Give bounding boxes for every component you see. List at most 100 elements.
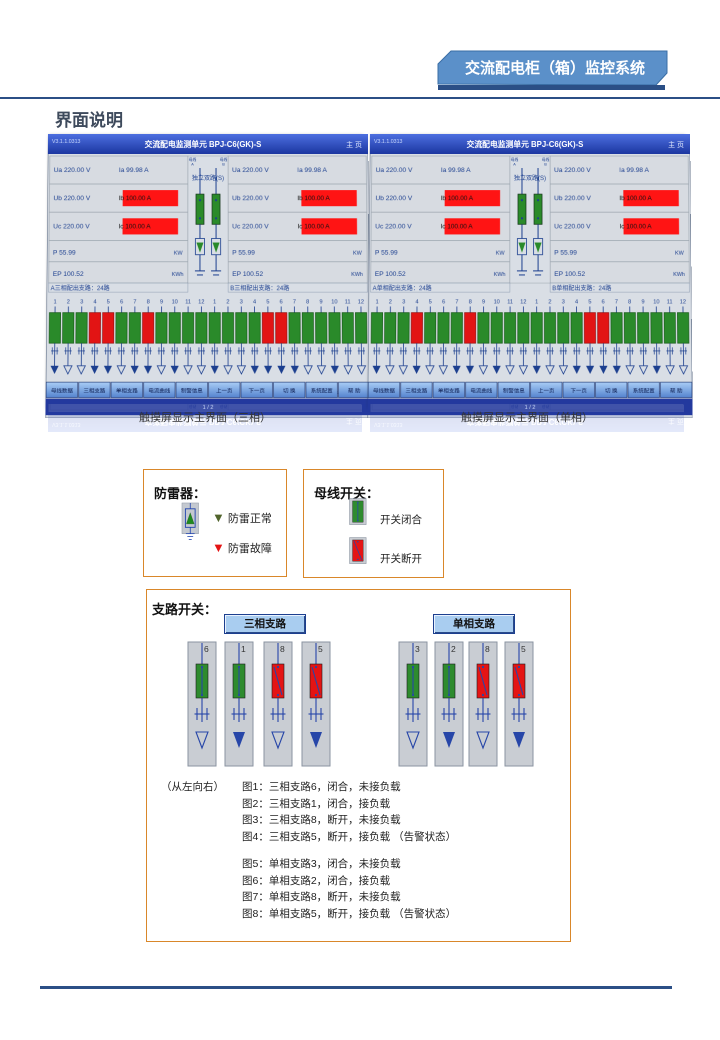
svg-text:Ia 99.98 A: Ia 99.98 A (441, 167, 471, 174)
svg-text:KW: KW (353, 251, 363, 257)
svg-text:KWh: KWh (494, 272, 506, 278)
svg-text:5: 5 (107, 299, 110, 305)
svg-text:6: 6 (280, 299, 283, 305)
svg-text:10: 10 (494, 299, 500, 305)
svg-text:6: 6 (120, 299, 123, 305)
svg-text:主 页: 主 页 (346, 140, 362, 149)
svg-text:P 55.99: P 55.99 (232, 250, 255, 257)
svg-text:Ub 220.00 V: Ub 220.00 V (554, 195, 591, 202)
svg-text:3: 3 (402, 299, 405, 305)
svg-text:Ic 100.00 A: Ic 100.00 A (441, 224, 474, 231)
svg-text:4: 4 (575, 299, 578, 305)
svg-text:Ic 100.00 A: Ic 100.00 A (119, 224, 152, 231)
svg-text:母线: 母线 (189, 157, 197, 162)
svg-text:4: 4 (93, 299, 96, 305)
svg-text:切 换: 切 换 (283, 386, 296, 394)
svg-text:系统配置: 系统配置 (311, 386, 334, 394)
svg-text:10: 10 (172, 299, 178, 305)
svg-text:11: 11 (345, 299, 351, 305)
svg-text:上一页: 上一页 (538, 386, 555, 394)
svg-text:Ib 100.00 A: Ib 100.00 A (619, 195, 652, 202)
svg-text:Uc 220.00 V: Uc 220.00 V (232, 224, 269, 231)
svg-text:Ua 220.00 V: Ua 220.00 V (232, 167, 269, 174)
svg-text:母线: 母线 (511, 157, 519, 162)
svg-text:10: 10 (653, 299, 659, 305)
svg-text:6: 6 (204, 644, 209, 654)
svg-text:6: 6 (602, 299, 605, 305)
svg-text:1: 1 (241, 644, 246, 654)
svg-text:9: 9 (319, 299, 322, 305)
svg-text:P 55.99: P 55.99 (375, 250, 398, 257)
svg-text:上一页: 上一页 (216, 386, 233, 394)
svg-text:12: 12 (198, 299, 204, 305)
svg-text:8: 8 (628, 299, 631, 305)
svg-text:系统配置: 系统配置 (633, 386, 656, 394)
svg-text:Ub 220.00 V: Ub 220.00 V (53, 195, 90, 202)
svg-text:11: 11 (507, 299, 513, 305)
svg-text:电流曲线: 电流曲线 (470, 386, 492, 394)
svg-text:主 页: 主 页 (668, 140, 684, 149)
svg-text:制警信息: 制警信息 (181, 386, 203, 394)
svg-text:8: 8 (280, 644, 285, 654)
svg-text:交流配电监测单元 BPJ-C6(GK)-S: 交流配电监测单元 BPJ-C6(GK)-S (145, 139, 262, 149)
svg-text:B三相配出支路：24路: B三相配出支路：24路 (230, 284, 289, 292)
svg-text:Ia 99.98 A: Ia 99.98 A (297, 167, 327, 174)
svg-text:3: 3 (80, 299, 83, 305)
svg-text:Ia 99.98 A: Ia 99.98 A (119, 167, 149, 174)
svg-text:V3.1.1.0313: V3.1.1.0313 (52, 139, 81, 145)
svg-text:Uc 220.00 V: Uc 220.00 V (375, 224, 412, 231)
svg-text:10: 10 (331, 299, 337, 305)
svg-text:P 55.99: P 55.99 (53, 250, 76, 257)
svg-text:2: 2 (226, 299, 229, 305)
svg-text:EP 100.52: EP 100.52 (375, 271, 406, 278)
svg-text:Uc 220.00 V: Uc 220.00 V (53, 224, 90, 231)
svg-text:12: 12 (680, 299, 686, 305)
svg-text:9: 9 (160, 299, 163, 305)
svg-text:3: 3 (562, 299, 565, 305)
svg-text:B: B (222, 163, 225, 167)
svg-text:6: 6 (442, 299, 445, 305)
svg-text:Ib 100.00 A: Ib 100.00 A (441, 195, 474, 202)
svg-text:KWh: KWh (673, 272, 685, 278)
svg-text:12: 12 (520, 299, 526, 305)
svg-text:独立双路(S): 独立双路(S) (514, 174, 546, 182)
svg-text:单相支路: 单相支路 (116, 386, 139, 394)
svg-text:8: 8 (147, 299, 150, 305)
svg-text:4: 4 (253, 299, 256, 305)
svg-text:A单相配出支路：24路: A单相配出支路：24路 (373, 284, 432, 292)
svg-text:KWh: KWh (172, 272, 184, 278)
svg-text:EP 100.52: EP 100.52 (53, 271, 84, 278)
svg-text:下一页: 下一页 (571, 387, 588, 394)
svg-text:Ub 220.00 V: Ub 220.00 V (232, 195, 269, 202)
svg-text:Ib 100.00 A: Ib 100.00 A (297, 195, 330, 202)
svg-text:2: 2 (67, 299, 70, 305)
svg-text:3: 3 (415, 644, 420, 654)
svg-text:2: 2 (548, 299, 551, 305)
svg-text:7: 7 (293, 299, 296, 305)
svg-text:交流配电监测单元 BPJ-C6(GK)-S: 交流配电监测单元 BPJ-C6(GK)-S (467, 139, 584, 149)
svg-text:制警信息: 制警信息 (503, 386, 525, 394)
svg-text:B单相配出支路：24路: B单相配出支路：24路 (552, 284, 611, 292)
svg-text:12: 12 (358, 299, 364, 305)
svg-text:P 55.99: P 55.99 (554, 250, 577, 257)
svg-text:11: 11 (185, 299, 191, 305)
svg-text:EP 100.52: EP 100.52 (232, 271, 263, 278)
svg-text:电流曲线: 电流曲线 (148, 386, 170, 394)
svg-text:5: 5 (429, 299, 432, 305)
svg-text:11: 11 (667, 299, 673, 305)
svg-text:2: 2 (451, 644, 456, 654)
svg-text:Ua 220.00 V: Ua 220.00 V (54, 167, 91, 174)
svg-text:帮 助: 帮 助 (348, 386, 361, 394)
svg-text:KWh: KWh (351, 272, 363, 278)
svg-text:7: 7 (615, 299, 618, 305)
svg-text:Ub 220.00 V: Ub 220.00 V (375, 195, 412, 202)
svg-text:1: 1 (376, 299, 379, 305)
svg-text:KW: KW (675, 251, 685, 257)
svg-text:Ic 100.00 A: Ic 100.00 A (619, 224, 652, 231)
svg-text:B: B (544, 163, 547, 167)
svg-text:8: 8 (485, 644, 490, 654)
svg-text:单相支路: 单相支路 (438, 386, 461, 394)
svg-text:三相支路: 三相支路 (405, 386, 428, 394)
svg-text:交流配电柜（箱）监控系统: 交流配电柜（箱）监控系统 (465, 59, 645, 77)
svg-text:1: 1 (54, 299, 57, 305)
